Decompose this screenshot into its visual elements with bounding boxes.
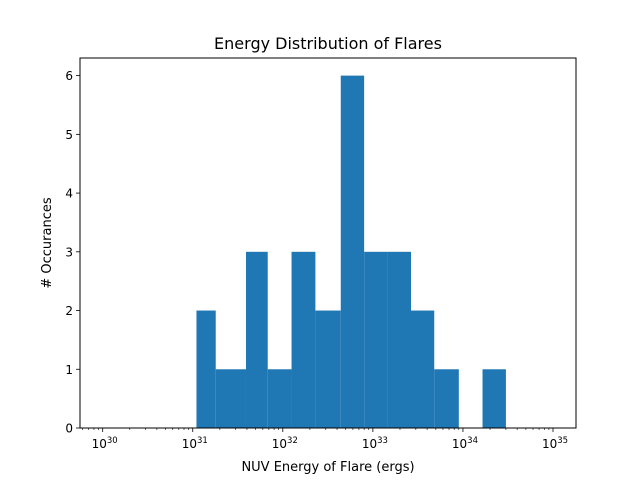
y-tick-label-4: 4	[65, 187, 73, 201]
y-axis-label: # Occurances	[40, 197, 55, 288]
chart-title: Energy Distribution of Flares	[214, 34, 442, 53]
histogram-bar-7	[364, 251, 388, 428]
x-axis-ticks: 1030 1031 1032 1033 1034 1035	[92, 428, 568, 451]
histogram-bar-2	[245, 251, 268, 428]
x-axis-label: NUV Energy of Flare (ergs)	[241, 460, 414, 475]
x-tick-label-4: 1034	[452, 436, 478, 451]
x-tick-label-3: 1033	[362, 436, 388, 451]
histogram-bar-9	[411, 310, 435, 428]
y-tick-label-2: 2	[65, 304, 73, 318]
histogram-bar-12	[482, 369, 506, 428]
y-tick-label-5: 5	[65, 128, 73, 142]
histogram-bar-4	[291, 251, 316, 428]
x-tick-label-5: 1035	[542, 436, 568, 451]
histogram-bar-1	[215, 369, 246, 428]
y-axis-ticks: 0 1 2 3 4 5 6	[65, 69, 80, 436]
x-tick-label-0: 1030	[92, 436, 118, 451]
y-tick-label-6: 6	[65, 69, 73, 83]
histogram-bar-10	[434, 369, 459, 428]
histogram-bar-5	[315, 310, 341, 428]
histogram-bar-6	[340, 75, 365, 429]
x-tick-label-2: 1032	[272, 436, 298, 451]
y-tick-label-3: 3	[65, 245, 73, 259]
x-tick-label-1: 1031	[182, 436, 208, 451]
y-tick-label-0: 0	[65, 422, 73, 436]
histogram-bar-8	[387, 251, 411, 428]
axes-frame	[79, 57, 577, 429]
bars-group	[196, 75, 506, 429]
histogram-bar-0	[196, 310, 216, 428]
y-tick-label-1: 1	[65, 363, 73, 377]
histogram-bar-3	[267, 369, 292, 428]
